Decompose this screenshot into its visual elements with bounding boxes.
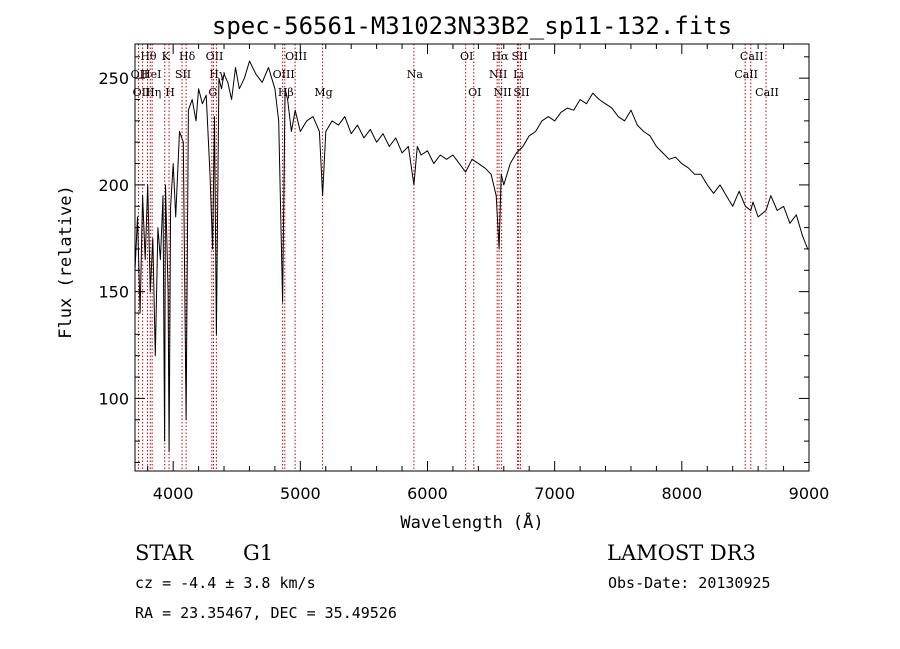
- marker-label: Na: [407, 68, 424, 81]
- marker-label: Hη: [145, 86, 161, 99]
- y-tick-label: 100: [98, 389, 129, 408]
- marker-label: SII: [512, 50, 528, 63]
- plot-frame: [134, 43, 810, 472]
- object-subclass: G1: [243, 541, 273, 565]
- marker-label: Hα: [492, 50, 510, 63]
- observation-date: Obs-Date: 20130925: [608, 574, 771, 592]
- marker-label: OI: [460, 50, 473, 63]
- marker-label: OIII: [285, 50, 307, 63]
- marker-label: OIII: [133, 86, 155, 99]
- marker-label: K: [162, 50, 171, 63]
- marker-label: SII: [175, 68, 191, 81]
- marker-label: OIII: [273, 68, 295, 81]
- x-tick-label: 4000: [153, 484, 194, 503]
- marker-label: Hθ: [140, 50, 157, 63]
- chart-title: spec-56561-M31023N33B2_sp11-132.fits: [212, 12, 732, 40]
- axis-ticks: 4000 5000 6000 7000 8000 9000 100 150 200 250: [98, 44, 829, 503]
- marker-label: CaII: [734, 68, 758, 81]
- y-tick-label: 250: [98, 69, 129, 88]
- marker-label: CaII: [755, 86, 779, 99]
- marker-label: Hδ: [179, 50, 196, 63]
- coordinates: RA = 23.35467, DEC = 35.49526: [135, 604, 397, 622]
- marker-label: Mg: [314, 86, 332, 99]
- x-tick-label: 7000: [534, 484, 575, 503]
- x-tick-label: 9000: [789, 484, 830, 503]
- marker-label: SII: [513, 86, 529, 99]
- marker-label: Li: [513, 68, 524, 81]
- spectrum-line: [134, 60, 809, 453]
- marker-label: NII: [489, 68, 507, 81]
- marker-label: HeI: [141, 68, 161, 81]
- y-tick-label: 200: [98, 176, 129, 195]
- y-axis-label: Flux (relative): [56, 185, 76, 339]
- marker-label: G: [208, 86, 217, 99]
- marker-label: OII: [206, 50, 224, 63]
- survey-name: LAMOST DR3: [607, 541, 756, 565]
- marker-label: NII: [493, 86, 511, 99]
- redshift-info: cz = -4.4 ± 3.8 km/s: [135, 574, 316, 592]
- marker-label: CaII: [740, 50, 764, 63]
- x-axis-label: Wavelength (Å): [400, 511, 543, 533]
- x-tick-label: 6000: [407, 484, 448, 503]
- object-class: STAR: [135, 541, 194, 565]
- marker-label: OI: [468, 86, 481, 99]
- x-tick-label: 5000: [280, 484, 321, 503]
- spectrum-series: [134, 60, 809, 453]
- y-tick-label: 150: [98, 283, 129, 302]
- marker-label: Hγ: [209, 68, 226, 81]
- x-tick-label: 8000: [661, 484, 702, 503]
- marker-label: H: [165, 86, 175, 99]
